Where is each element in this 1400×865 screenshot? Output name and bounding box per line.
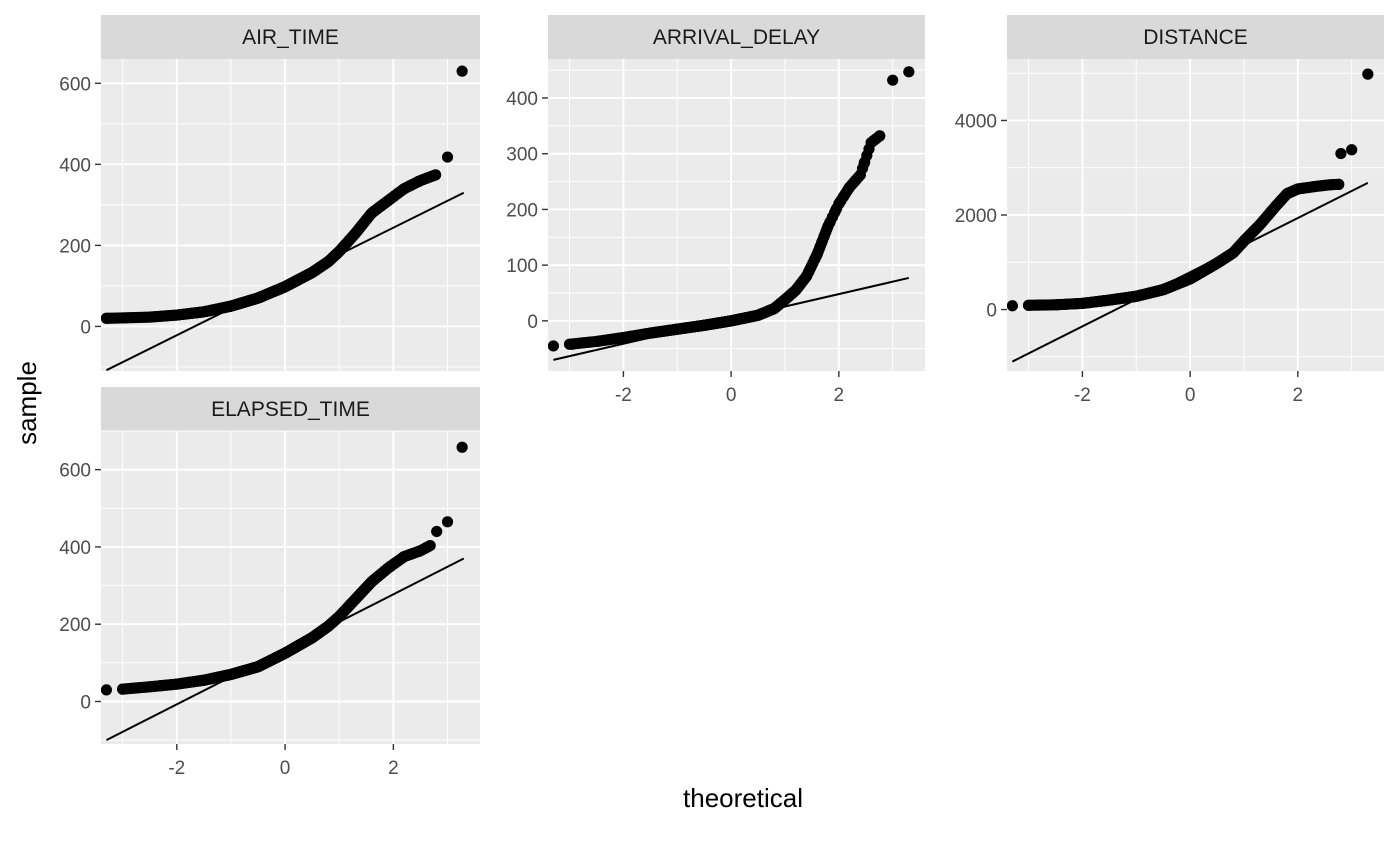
y-tick-label: 400 [59,538,91,559]
y-tick-label: 0 [80,692,91,713]
x-tick-label: 2 [1293,385,1304,406]
facet-panel-distance: DISTANCE 0 2000 4000 -2 0 2 [955,15,1384,406]
y-tick-label: 0 [986,301,997,322]
panel-background [101,431,480,744]
qq-outlier-point [887,74,899,86]
qq-outlier-point [431,525,443,538]
qq-outlier-point [101,312,113,324]
plot-area [101,65,468,371]
qq-point [424,539,436,552]
y-tick-label: 300 [506,145,538,166]
panel-background [101,59,480,371]
qq-outlier-point [903,66,915,78]
y-axis-title: sample [12,361,42,445]
qq-reference-line [553,276,910,361]
y-tick-label: 200 [59,615,91,636]
plot-area [101,441,468,742]
y-tick-label: 200 [506,200,538,221]
facet-strip-label: ARRIVAL_DELAY [653,26,820,49]
y-tick-label: 0 [80,317,91,338]
qq-outlier-point [548,340,559,352]
y-tick-label: 400 [506,89,538,110]
facet-strip-label: DISTANCE [1143,26,1248,49]
qq-point [430,169,442,181]
y-tick-label: 2000 [955,206,997,227]
y-tick-label: 0 [527,312,538,333]
qq-outlier-point [1346,144,1358,156]
x-tick-label: 2 [388,758,399,779]
qq-reference-line [105,191,465,371]
qq-reference-line [105,557,465,742]
x-tick-label: 0 [1185,385,1196,406]
qq-outlier-point [441,151,454,163]
qq-point [1333,178,1345,190]
y-tick-label: 200 [59,236,91,257]
y-tick-label: 600 [59,74,91,95]
facet-strip [1007,15,1384,59]
qq-point [874,130,886,142]
facet-panel-arrival-delay: ARRIVAL_DELAY 0 100 200 300 400 -2 0 2 [506,15,925,406]
x-axis-title: theoretical [683,783,803,813]
x-tick-label: 2 [834,385,845,406]
facet-strip [548,15,925,59]
qq-outlier-point [1007,300,1018,312]
qq-outlier-point [566,338,578,350]
y-tick-label: 100 [506,256,538,277]
facet-strip [101,387,480,431]
x-tick-label: -2 [1074,385,1091,406]
qq-outlier-point [1362,68,1374,80]
qq-outlier-point [117,683,129,695]
y-tick-label: 600 [59,461,91,482]
qq-reference-line [1011,181,1369,363]
qq-outlier-point [117,312,129,324]
x-tick-label: -2 [168,758,185,779]
facet-panel-air-time: AIR_TIME 0 200 400 600 [59,15,480,371]
facet-strip-label: AIR_TIME [242,26,339,49]
qq-outlier-point [101,684,113,696]
qq-outlier-point [1022,299,1035,311]
facet-panel-elapsed-time: ELAPSED_TIME 0 200 400 600 -2 0 2 [59,387,480,779]
y-tick-label: 400 [59,155,91,176]
y-tick-label: 4000 [955,111,997,132]
plot-area [1007,68,1374,363]
facet-strip-label: ELAPSED_TIME [211,398,370,421]
qq-outlier-point [456,441,468,453]
qq-outlier-point [1335,147,1347,160]
qq-outlier-point [456,65,468,77]
x-tick-label: -2 [615,385,632,406]
plot-area [548,66,915,361]
qq-outlier-point [441,516,454,528]
x-tick-label: 0 [280,758,291,779]
x-tick-label: 0 [726,385,737,406]
facet-strip [101,15,480,59]
